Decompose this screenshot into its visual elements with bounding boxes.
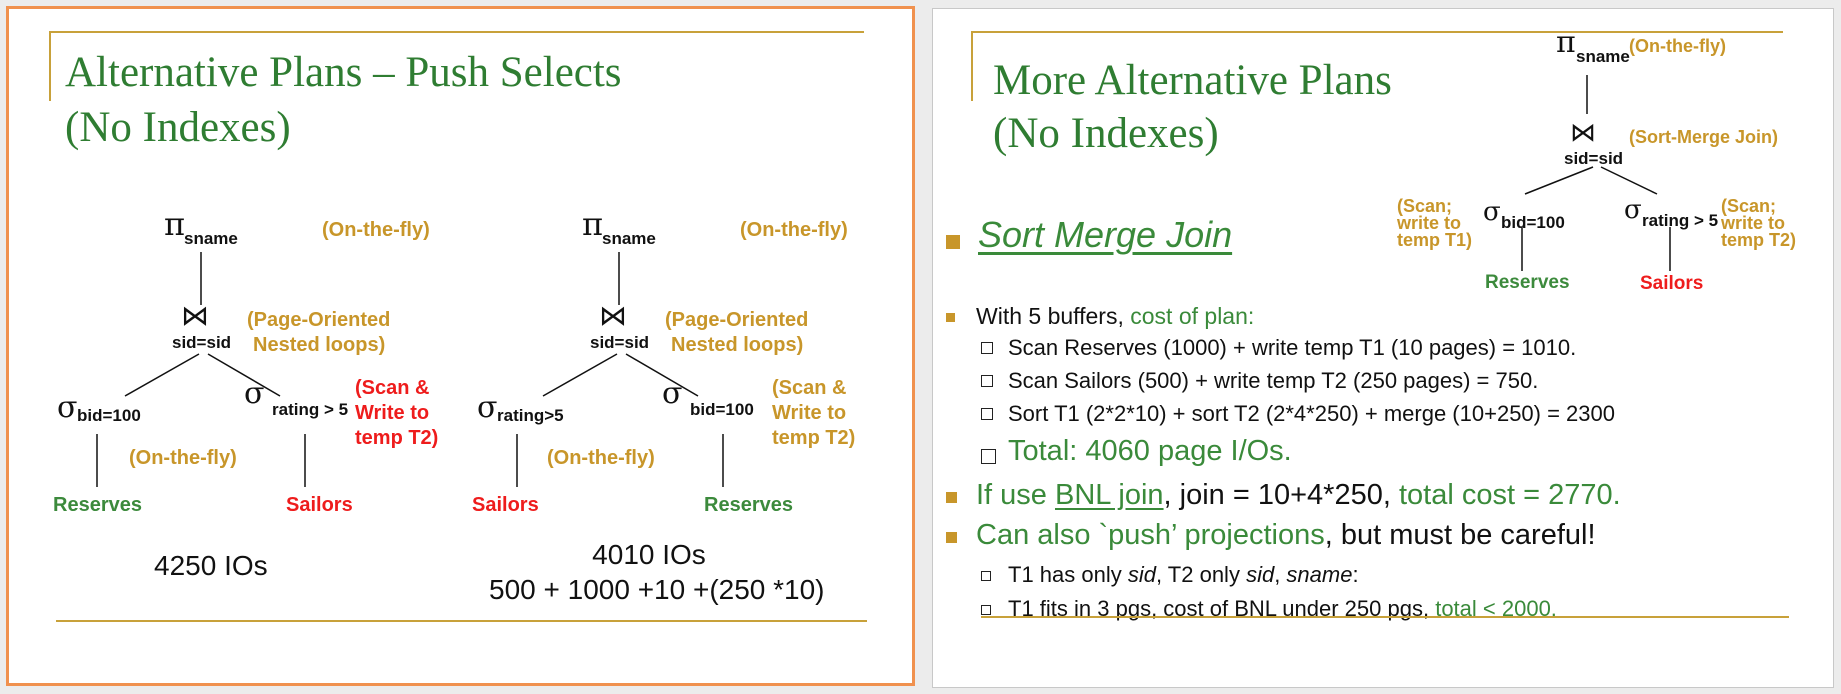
plan2-left-relation: Sailors: [472, 494, 539, 516]
slide-title-line2: (No Indexes): [993, 110, 1219, 157]
tree-join-note: (Sort-Merge Join): [1629, 127, 1779, 147]
plan2-project-sub: sname: [602, 229, 656, 248]
projection-icon: π: [582, 205, 604, 243]
slide-right[interactable]: More Alternative Plans (No Indexes) π sn…: [932, 8, 1834, 688]
plan1-project-note: (On-the-fly): [322, 219, 430, 241]
selection-icon: σ: [1624, 195, 1642, 225]
bullet-bnl: If use BNL join, join = 10+4*250, total …: [976, 479, 1621, 511]
plan1-join-sub: sid=sid: [172, 333, 232, 352]
plan1-left-relation: Reserves: [53, 494, 142, 516]
sub-bullet-marker: [981, 605, 991, 615]
plan1-left-select-sub: bid=100: [77, 406, 141, 425]
bullet-marker: [946, 235, 960, 249]
plan-tree-edges: [96, 252, 724, 487]
slide-title-line1: Alternative Plans – Push Selects: [65, 49, 622, 96]
projection-icon: π: [164, 205, 186, 243]
plan2-join-note-2: Nested loops): [671, 334, 804, 356]
title-accent-vertical: [49, 31, 51, 101]
sub-bullet-marker: [981, 375, 993, 387]
sub-bullet-scan-sailors: Scan Sailors (500) + write temp T2 (250 …: [1008, 368, 1539, 393]
bullet-buffers: With 5 buffers, cost of plan:: [976, 303, 1255, 329]
tree-right-relation: Sailors: [1640, 273, 1704, 294]
footer-rule: [981, 616, 1789, 618]
sub-bullet-marker: [981, 408, 993, 420]
plan1-right-select-sub: rating > 5: [272, 400, 349, 419]
bullet-push-projections: Can also `push’ projections, but must be…: [976, 519, 1596, 551]
footer-rule: [56, 620, 867, 622]
join-icon: ⋈: [1570, 118, 1596, 148]
slide-title-line1: More Alternative Plans: [993, 57, 1392, 104]
selection-icon: σ: [662, 376, 683, 411]
sub-bullet-t1-only: T1 has only sid, T2 only sid, sname:: [1008, 562, 1359, 587]
plan2-right-select-note-1: (Scan &: [772, 377, 847, 399]
tree-right-note-3: temp T2): [1721, 230, 1797, 250]
selection-icon: σ: [1483, 197, 1501, 227]
plan1-project-sub: sname: [184, 229, 238, 248]
plan2-right-select-sub: bid=100: [690, 400, 754, 419]
sort-merge-join-heading: Sort Merge Join: [978, 214, 1233, 255]
tree-left-select-sub: bid=100: [1501, 213, 1565, 232]
tree-right-note-1: (Scan;: [1721, 196, 1777, 216]
plan2-right-select-note-3: temp T2): [772, 427, 856, 449]
tree-right-select-sub: rating > 5: [1642, 211, 1719, 230]
plan2-left-select-sub: rating>5: [497, 406, 564, 425]
plan1-left-select-note: (On-the-fly): [129, 447, 237, 469]
plan2-cost-line2: 500 + 1000 +10 +(250 *10): [489, 574, 825, 605]
selection-icon: σ: [477, 390, 498, 425]
tree-join-sub: sid=sid: [1564, 149, 1624, 168]
tree-right-note-2: write to: [1721, 213, 1786, 233]
join-icon: ⋈: [181, 299, 209, 332]
plan1-right-relation: Sailors: [286, 494, 353, 516]
tree-left-note-3: temp T1): [1397, 230, 1473, 250]
tree-left-relation: Reserves: [1485, 272, 1570, 293]
sub-bullet-marker: [981, 449, 996, 464]
plan2-join-note-1: (Page-Oriented: [665, 309, 809, 331]
bullet-marker: [946, 492, 957, 503]
selection-icon: σ: [57, 390, 78, 425]
plan2-right-select-note-2: Write to: [772, 402, 847, 424]
sub-bullet-t1-fits: T1 fits in 3 pgs, cost of BNL under 250 …: [1008, 596, 1557, 621]
plan1-right-select-note-2: Write to: [355, 402, 430, 424]
plan1-right-select-note-1: (Scan &: [355, 377, 430, 399]
title-accent-horizontal: [971, 31, 1783, 33]
bullet-marker: [946, 313, 955, 322]
plan1-cost: 4250 IOs: [154, 550, 268, 581]
plan1-right-select-note-3: temp T2): [355, 427, 439, 449]
slide-left[interactable]: Alternative Plans – Push Selects (No Ind…: [6, 6, 915, 686]
plan-tree-edges: [1521, 75, 1671, 271]
plan2-cost-line1: 4010 IOs: [592, 539, 706, 570]
sub-bullet-scan-reserves: Scan Reserves (1000) + write temp T1 (10…: [1008, 335, 1577, 360]
projection-icon: π: [1556, 25, 1576, 60]
tree-left-note-2: write to: [1397, 213, 1462, 233]
sub-bullet-marker: [981, 571, 991, 581]
selection-icon: σ: [244, 376, 265, 411]
join-icon: ⋈: [599, 299, 627, 332]
title-accent-vertical: [971, 31, 973, 101]
plan2-right-relation: Reserves: [704, 494, 793, 516]
tree-project-sub: sname: [1576, 47, 1630, 66]
tree-left-note-1: (Scan;: [1397, 196, 1453, 216]
sub-bullet-sort: Sort T1 (2*2*10) + sort T2 (2*4*250) + m…: [1008, 401, 1615, 426]
slide-title-line2: (No Indexes): [65, 104, 291, 151]
plan1-join-note-1: (Page-Oriented: [247, 309, 391, 331]
plan1-join-note-2: Nested loops): [253, 334, 386, 356]
plan2-project-note: (On-the-fly): [740, 219, 848, 241]
tree-project-note: (On-the-fly): [1629, 36, 1726, 56]
plan2-join-sub: sid=sid: [590, 333, 650, 352]
sub-bullet-marker: [981, 342, 993, 354]
title-accent-horizontal: [49, 31, 864, 33]
bnl-join-link[interactable]: BNL join: [1055, 479, 1164, 511]
plan2-left-select-note: (On-the-fly): [547, 447, 655, 469]
sub-bullet-total: Total: 4060 page I/Os.: [1008, 435, 1292, 467]
bullet-marker: [946, 532, 957, 543]
